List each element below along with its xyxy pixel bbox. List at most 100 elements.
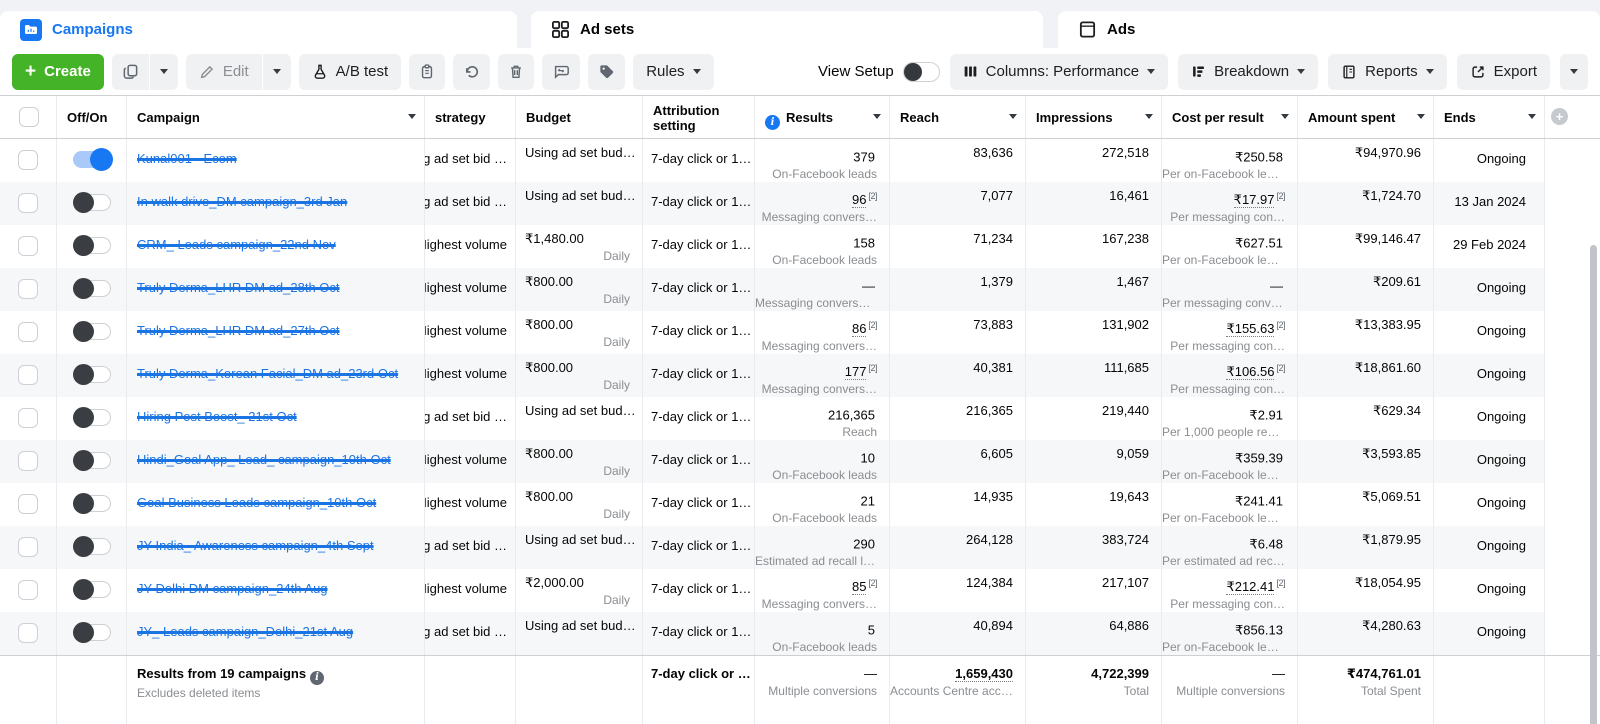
- cost-per-result-cell: ₹212.41 [2] Per messaging con…: [1162, 569, 1298, 612]
- campaign-name-link[interactable]: Hiring Post Boost_ 21st Oct: [137, 409, 297, 424]
- campaign-toggle[interactable]: [72, 192, 111, 213]
- edit-button[interactable]: Edit: [185, 53, 262, 90]
- sort-caret-icon[interactable]: [1281, 114, 1289, 119]
- header-cost-per-result[interactable]: Cost per result: [1162, 96, 1298, 138]
- summary-results-cell: — Multiple conversions: [755, 656, 890, 724]
- sort-caret-icon[interactable]: [1528, 114, 1536, 119]
- add-column-icon[interactable]: +: [1551, 108, 1568, 125]
- tab-campaigns[interactable]: Campaigns: [0, 11, 517, 48]
- row-toggle-cell: [57, 268, 127, 311]
- attribution-cell: 7-day click or 1…: [643, 225, 755, 268]
- results-info-icon[interactable]: i: [765, 115, 780, 130]
- row-checkbox[interactable]: [18, 408, 38, 428]
- table-row: JY_ Leads campaign_Delhi_21st Aug Using …: [0, 612, 1600, 655]
- tab-ads[interactable]: Ads: [1058, 11, 1600, 48]
- campaign-name-link[interactable]: Hindi_Goal App_ Lead_ campaign_10th Oct: [137, 452, 391, 467]
- campaign-toggle[interactable]: [72, 450, 111, 471]
- row-checkbox[interactable]: [18, 322, 38, 342]
- campaign-name-link[interactable]: CRM_ Leads campaign_22nd Nov: [137, 237, 336, 252]
- budget-cell: Using ad set bud…: [516, 139, 643, 182]
- campaign-name-link[interactable]: Truly Derma_Korean Facial_DM ad_23rd Oct: [137, 366, 399, 381]
- reach-cell: 124,384: [890, 569, 1026, 612]
- campaign-toggle[interactable]: [72, 407, 111, 428]
- campaign-name-link[interactable]: JY India_ Awareness campaign_4th Sept: [137, 538, 374, 553]
- campaign-name-link[interactable]: Goal Business Leads campaign_10th Oct: [137, 495, 377, 510]
- vertical-scrollbar[interactable]: [1590, 245, 1597, 724]
- rules-button[interactable]: Rules: [633, 53, 714, 90]
- reach-cell: 40,894: [890, 612, 1026, 655]
- campaign-toggle[interactable]: [72, 536, 111, 557]
- campaign-toggle[interactable]: [72, 148, 113, 171]
- header-bid-strategy[interactable]: strategy: [425, 96, 516, 138]
- header-impressions[interactable]: Impressions: [1026, 96, 1162, 138]
- campaign-toggle[interactable]: [72, 364, 111, 385]
- compare-button[interactable]: [542, 53, 581, 90]
- sort-caret-icon[interactable]: [1417, 114, 1425, 119]
- header-attribution-setting[interactable]: Attribution setting: [643, 96, 755, 138]
- row-checkbox[interactable]: [18, 623, 38, 643]
- ab-test-button[interactable]: A/B test: [298, 53, 402, 90]
- ends-cell: 13 Jan 2024: [1434, 182, 1545, 225]
- ends-cell: Ongoing: [1434, 526, 1545, 569]
- campaign-toggle[interactable]: [72, 278, 111, 299]
- budget-cell: ₹800.00 Daily: [516, 354, 643, 397]
- duplicate-dropdown-button[interactable]: [149, 53, 178, 90]
- cost-per-result-cell: — Per messaging conver…: [1162, 268, 1298, 311]
- campaign-name-link[interactable]: Truly Derma_LHR DM ad_27th Oct: [137, 323, 340, 338]
- row-checkbox[interactable]: [18, 236, 38, 256]
- campaign-name-link[interactable]: Kunal001 - Ecom: [137, 151, 237, 166]
- campaign-name-link[interactable]: JY_ Leads campaign_Delhi_21st Aug: [137, 624, 354, 639]
- row-checkbox[interactable]: [18, 494, 38, 514]
- header-results[interactable]: i Results: [755, 96, 890, 138]
- row-checkbox[interactable]: [18, 451, 38, 471]
- sort-caret-icon[interactable]: [1145, 114, 1153, 119]
- edit-dropdown-button[interactable]: [262, 53, 291, 90]
- duplicate-button[interactable]: [111, 53, 149, 90]
- impressions-cell: 16,461: [1026, 182, 1162, 225]
- sort-caret-icon[interactable]: [1009, 114, 1017, 119]
- amount-spent-cell: ₹629.34: [1298, 397, 1434, 440]
- tag-button[interactable]: [588, 53, 626, 90]
- undo-button[interactable]: [453, 53, 491, 90]
- cost-per-result-cell: ₹17.97 [2] Per messaging con…: [1162, 182, 1298, 225]
- table-row: CRM_ Leads campaign_22nd Nov Highest vol…: [0, 225, 1600, 268]
- campaign-toggle[interactable]: [72, 321, 111, 342]
- campaign-toggle[interactable]: [72, 622, 111, 643]
- campaign-toggle[interactable]: [72, 579, 111, 600]
- campaign-name-link[interactable]: In walk drive_DM campaign_3rd Jan: [137, 194, 348, 209]
- campaign-name-link[interactable]: JY Delhi DM campaign_24th Aug: [137, 581, 328, 596]
- header-amount-spent[interactable]: Amount spent: [1298, 96, 1434, 138]
- select-all-checkbox[interactable]: [19, 107, 39, 127]
- chevron-down-icon: [1570, 69, 1578, 74]
- tab-ad-sets[interactable]: Ad sets: [531, 11, 1043, 48]
- view-setup-toggle[interactable]: [902, 61, 940, 82]
- header-budget[interactable]: Budget: [516, 96, 643, 138]
- row-checkbox[interactable]: [18, 365, 38, 385]
- delete-button[interactable]: [498, 53, 535, 90]
- campaign-name-link[interactable]: Truly Derma_LHR DM ad_28th Oct: [137, 280, 340, 295]
- row-checkbox[interactable]: [18, 193, 38, 213]
- create-button[interactable]: + Create: [12, 53, 104, 90]
- toggle-knob: [72, 278, 94, 299]
- arrows-bubble-icon: [552, 63, 570, 80]
- budget-cell: ₹2,000.00 Daily: [516, 569, 643, 612]
- header-ends[interactable]: Ends: [1434, 96, 1545, 138]
- campaign-toggle[interactable]: [72, 235, 111, 256]
- columns-button[interactable]: Columns: Performance: [949, 53, 1169, 90]
- campaign-toggle[interactable]: [72, 493, 111, 514]
- impressions-cell: 19,643: [1026, 483, 1162, 526]
- info-icon[interactable]: i: [310, 671, 325, 685]
- export-button[interactable]: Export: [1456, 53, 1550, 90]
- more-export-options-button[interactable]: [1560, 53, 1588, 90]
- paste-button[interactable]: [409, 53, 446, 90]
- header-campaign[interactable]: Campaign: [127, 96, 425, 138]
- sort-caret-icon[interactable]: [408, 114, 416, 119]
- row-checkbox[interactable]: [18, 279, 38, 299]
- row-checkbox[interactable]: [18, 150, 38, 170]
- breakdown-button[interactable]: Breakdown: [1178, 53, 1319, 90]
- row-checkbox[interactable]: [18, 537, 38, 557]
- row-checkbox[interactable]: [18, 580, 38, 600]
- reports-button[interactable]: Reports: [1328, 53, 1447, 90]
- sort-caret-icon[interactable]: [873, 114, 881, 119]
- header-reach[interactable]: Reach: [890, 96, 1026, 138]
